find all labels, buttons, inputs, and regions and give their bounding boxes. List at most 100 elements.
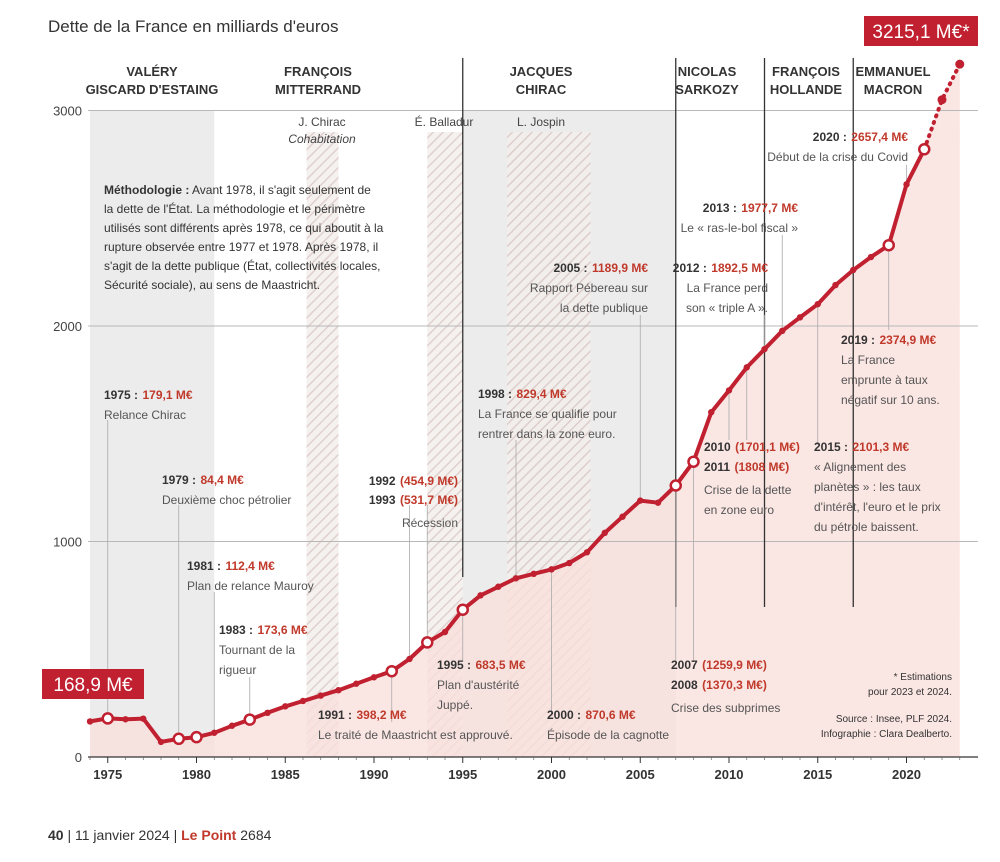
president-name: GISCARD D'ESTAING <box>86 82 219 97</box>
annotation-text: en zone euro <box>704 503 774 517</box>
data-point <box>918 143 931 156</box>
annotation-value: 112,4 M€ <box>225 559 275 573</box>
annotation-year: 1992 <box>369 474 396 488</box>
annotation-year: 1993 <box>369 493 396 507</box>
chart-title: Dette de la France en milliards d'euros <box>48 17 339 36</box>
x-tick-label: 1990 <box>360 767 389 782</box>
annotation-text: Récession <box>402 516 458 530</box>
y-tick-label: 1000 <box>53 535 82 550</box>
svg-text:2015 : 2101,3 M€: 2015 : 2101,3 M€ <box>814 438 910 455</box>
annotation-text: emprunte à taux <box>841 373 928 387</box>
data-point <box>548 566 555 573</box>
data-point <box>353 680 360 687</box>
data-point <box>228 722 236 729</box>
data-point <box>495 583 502 590</box>
annotation-value: (1370,3 M€) <box>702 678 767 692</box>
annotation-text: Tournant de la <box>219 643 295 657</box>
annotation-text: Crise des subprimes <box>671 701 780 715</box>
estimate-point <box>955 59 965 69</box>
annotation-value: 2657,4 M€ <box>851 130 908 144</box>
annotation-text: La France perd <box>687 281 768 295</box>
annotation-value: 2101,3 M€ <box>852 440 909 454</box>
y-tick-label: 0 <box>75 750 82 765</box>
annotation-text: Deuxième choc pétrolier <box>162 493 291 507</box>
data-point <box>903 181 910 188</box>
svg-text:2013 : 1977,7 M€: 2013 : 1977,7 M€ <box>703 199 799 216</box>
annotation-text: La France se qualifie pour <box>478 407 617 421</box>
svg-text:2019 : 2374,9 M€: 2019 : 2374,9 M€ <box>841 331 937 348</box>
x-tick-label: 1980 <box>182 767 211 782</box>
data-point <box>619 513 626 520</box>
event-annotations: 1975 : 179,1 M€ Relance Chirac 1979 : 84… <box>104 128 941 742</box>
cohabitation-name: L. Jospin <box>517 115 565 129</box>
x-tick-label: 2005 <box>626 767 655 782</box>
data-point <box>190 730 203 744</box>
end-value-text: 3215,1 M€* <box>872 22 970 43</box>
svg-text:1991 : 398,2 M€: 1991 : 398,2 M€ <box>318 706 407 723</box>
start-value-text: 168,9 M€ <box>53 675 133 696</box>
data-point <box>385 664 398 678</box>
annotation-text: Relance Chirac <box>104 408 186 422</box>
cohabitation-name: J. Chirac <box>298 115 345 129</box>
methodology-line: Sécurité sociale), au sens de Maastricht… <box>104 278 320 292</box>
svg-text:2020 : 2657,4 M€: 2020 : 2657,4 M€ <box>813 128 909 145</box>
annotation-year: 1998 : <box>478 387 512 401</box>
axes: 1975 1980 1985 1990 1995 2000 2005 2010 2015 2020… <box>53 104 978 782</box>
x-tick-label: 2020 <box>892 767 921 782</box>
annotation-year: 2011 <box>704 460 730 474</box>
data-point <box>140 715 147 722</box>
annotation-year: 2012 : <box>673 261 707 275</box>
annotation-year: 2008 <box>671 678 698 692</box>
svg-text:2008 (1370,3 M€): 2008 (1370,3 M€) <box>671 676 767 693</box>
data-point <box>211 729 218 736</box>
annotation-value: 398,2 M€ <box>356 708 406 722</box>
methodology-line: rupture observée entre 1977 et 1978. Apr… <box>104 240 378 254</box>
footer-brand: Le Point <box>181 827 237 843</box>
annotation-text: Juppé. <box>437 698 473 712</box>
annotation-value: (1259,9 M€) <box>702 658 767 672</box>
data-point <box>832 281 839 289</box>
annotation-text: planètes » : les taux <box>814 480 921 494</box>
data-point <box>243 713 256 726</box>
president-name: FRANÇOIS <box>284 64 352 79</box>
data-point <box>743 364 750 371</box>
methodology-line: Avant 1978, il s'agit seulement de <box>192 183 371 197</box>
data-point <box>456 603 469 616</box>
president-name: VALÉRY <box>126 64 178 79</box>
page-footer: 40 | 11 janvier 2024 | Le Point 2684 <box>48 827 272 843</box>
cohabitation-subtitle: Cohabitation <box>288 132 356 146</box>
annotation-text: Le « ras-le-bol fiscal » <box>681 221 799 235</box>
methodology-line: s'agit de la dette publique (État, colle… <box>104 258 380 273</box>
footer-issue: 2684 <box>240 827 271 843</box>
data-point <box>122 716 129 723</box>
annotation-year: 2010 <box>704 440 731 454</box>
annotation-year: 1981 : <box>187 559 221 573</box>
annotation-year: 2019 : <box>841 333 875 347</box>
data-point <box>725 387 733 394</box>
svg-text:2005 : 1189,9 M€: 2005 : 1189,9 M€ <box>553 259 648 276</box>
methodology-block: Méthodologie : Avant 1978, il s'agit seu… <box>104 183 384 292</box>
svg-text:2000 : 870,6 M€: 2000 : 870,6 M€ <box>547 706 636 723</box>
annotation-year: 1983 : <box>219 623 253 637</box>
annotation-text: Début de la crise du Covid <box>767 150 908 164</box>
president-name: MACRON <box>864 82 923 97</box>
data-point <box>101 712 114 725</box>
methodology-line: la dette de l'État. La méthodologie et l… <box>104 201 365 216</box>
svg-text:1998 : 829,4 M€: 1998 : 829,4 M€ <box>478 385 567 402</box>
annotation-text: Le traité de Maastricht est approuvé. <box>318 728 513 742</box>
data-point <box>299 697 307 705</box>
data-point <box>867 253 875 261</box>
annotation-text: « Alignement des <box>814 460 906 474</box>
svg-text:2011 (1808 M€): 2011 (1808 M€) <box>704 458 789 475</box>
president-name: HOLLANDE <box>770 82 843 97</box>
x-tick-label: 2000 <box>537 767 566 782</box>
note-line: * Estimations <box>894 672 952 683</box>
note-line: pour 2023 et 2024. <box>868 687 952 698</box>
note-line: Infographie : Clara Dealberto. <box>821 729 952 740</box>
svg-text:1993 (531,7 M€): 1993 (531,7 M€) <box>369 491 458 508</box>
annotation-value: (454,9 M€) <box>400 474 458 488</box>
data-point <box>601 529 608 537</box>
debt-estimate-path <box>922 62 962 152</box>
end-value-badge: 3215,1 M€* <box>864 16 978 46</box>
